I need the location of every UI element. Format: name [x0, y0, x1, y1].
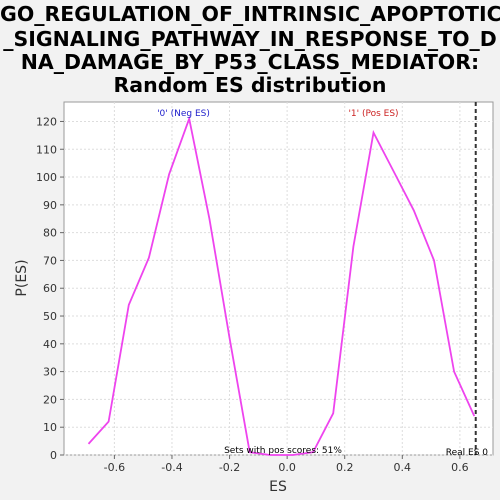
- pos-es-label: '1' (Pos ES): [348, 109, 398, 119]
- grid-layer: [64, 102, 493, 456]
- y-tick-label: 60: [43, 282, 57, 295]
- y-tick-label: 0: [50, 449, 57, 462]
- x-tick-label: 0.4: [394, 461, 412, 474]
- y-tick-label: 70: [43, 254, 57, 267]
- x-tick-label: -0.6: [104, 461, 125, 474]
- chart-title-line-3: NA_DAMAGE_BY_P53_CLASS_MEDIATOR:: [20, 50, 480, 74]
- x-tick-label: 0.6: [451, 461, 469, 474]
- y-tick-label: 110: [36, 143, 57, 156]
- series-layer: [87, 102, 477, 456]
- neg-es-label: '0' (Neg ES): [157, 109, 210, 119]
- series-line: [87, 115, 476, 456]
- y-tick-label: 20: [43, 393, 57, 406]
- x-tick-label: 0.0: [278, 461, 296, 474]
- chart-title-line-1: GO_REGULATION_OF_INTRINSIC_APOPTOTIC: [0, 2, 500, 26]
- y-tick-label: 30: [43, 366, 57, 379]
- y-axis-label: P(ES): [14, 259, 30, 296]
- real-es-label: Real ES 0: [446, 448, 489, 458]
- y-tick-label: 90: [43, 199, 57, 212]
- chart-title-line-2: _SIGNALING_PATHWAY_IN_RESPONSE_TO_D: [3, 27, 497, 51]
- y-tick-label: 40: [43, 338, 57, 351]
- pos-scores-label: Sets with pos scores: 51%: [224, 446, 342, 456]
- y-tick-label: 80: [43, 227, 57, 240]
- plot-area: [63, 101, 494, 456]
- y-tick-label: 120: [36, 115, 57, 128]
- y-tick-label: 10: [43, 421, 57, 434]
- x-axis-label: ES: [269, 479, 287, 495]
- y-tick-label: 50: [43, 310, 57, 323]
- axis-layer: -0.6 -0.4 -0.2 0.0 0.2 0.4 0.6 0 10 20 30 40 50 60 70 8…: [36, 115, 469, 474]
- y-tick-label: 100: [36, 171, 57, 184]
- chart-title-line-4: Random ES distribution: [113, 73, 387, 97]
- x-tick-label: 0.2: [336, 461, 354, 474]
- x-tick-label: -0.4: [161, 461, 182, 474]
- annotation-layer: '0' (Neg ES) '1' (Pos ES) Sets with pos …: [157, 109, 488, 458]
- x-tick-label: -0.2: [219, 461, 240, 474]
